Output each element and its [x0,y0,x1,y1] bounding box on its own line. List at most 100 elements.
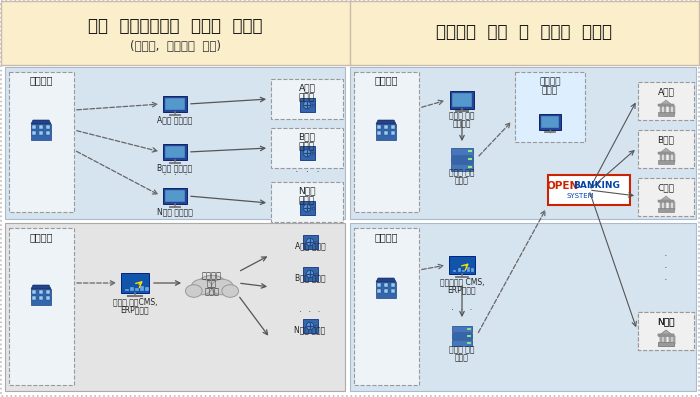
Bar [314,325,316,327]
Bar [658,200,673,202]
Bar [452,340,472,347]
Bar [39,296,43,299]
Bar [384,289,388,293]
Bar [664,154,666,162]
Bar [658,334,673,336]
Text: A은행: A은행 [657,87,674,96]
Bar [135,288,139,291]
Bar [271,128,343,168]
Bar [377,125,381,129]
Bar [302,267,318,281]
Text: 펌뱅킹: 펌뱅킹 [204,287,220,297]
Bar [163,188,187,204]
Polygon shape [658,196,673,202]
Bar [673,106,675,114]
Bar [31,124,51,140]
Bar [391,125,395,129]
Bar [314,241,316,243]
Text: ·
·
·: · · · [664,251,668,285]
Bar [660,154,662,162]
Bar [638,312,694,350]
Circle shape [303,101,311,109]
Bar [540,116,559,128]
Bar [350,223,696,391]
Text: ·  ·  ·: · · · [162,170,188,180]
Bar [673,154,675,162]
Text: N은행: N은행 [657,318,675,326]
Text: 시스템: 시스템 [299,94,315,102]
Text: N은행 시스템: N은행 시스템 [295,326,326,335]
Text: C은행: C은행 [657,183,675,193]
Text: N은행 기업뱅킹: N은행 기업뱅킹 [157,208,193,216]
Text: BANKING: BANKING [573,181,620,191]
Ellipse shape [186,285,202,297]
Bar [658,342,673,346]
Bar [660,336,662,344]
Bar [658,152,673,154]
Bar [271,182,343,222]
Bar [451,156,473,162]
Bar [658,342,673,346]
Circle shape [303,204,311,212]
Text: N은행: N은행 [657,318,675,326]
Bar [658,208,673,212]
Bar [668,336,671,344]
Bar [300,146,314,160]
Bar [471,268,474,272]
Circle shape [307,238,314,246]
Bar [673,336,675,344]
Bar [350,67,696,219]
Text: A은행: A은행 [299,83,316,93]
Text: 기업뱅킹: 기업뱅킹 [453,119,471,129]
Text: 현행  법인자금관리  서비스  구조도: 현행 법인자금관리 서비스 구조도 [88,17,262,35]
Bar [384,283,388,287]
Bar [668,202,671,210]
Bar [300,98,314,112]
Circle shape [307,270,314,278]
Polygon shape [31,120,51,124]
Bar [673,336,675,344]
Bar [451,148,473,154]
Text: A은행 시스템: A은행 시스템 [295,241,326,251]
Text: 시스템: 시스템 [455,177,469,185]
Polygon shape [658,330,673,336]
Bar [391,283,395,287]
Bar [376,282,396,298]
Bar [664,336,666,344]
Bar [312,207,314,209]
Bar [32,296,36,299]
Bar [121,273,149,293]
Bar [664,336,666,344]
Bar [384,125,388,129]
Bar [130,287,134,291]
Bar [302,235,318,249]
Bar [660,106,662,114]
Text: 법인고객: 법인고객 [29,75,52,85]
Bar [658,112,673,116]
Bar [31,289,51,305]
Text: SYSTEM: SYSTEM [566,193,594,199]
Bar [145,287,148,291]
Bar [39,125,43,129]
Bar [32,131,36,135]
Bar [658,160,673,164]
Circle shape [303,149,311,157]
Bar [660,336,662,344]
Bar [638,82,694,120]
Bar [5,67,345,219]
Text: 시스템: 시스템 [542,87,558,96]
Polygon shape [376,120,396,124]
Bar [539,114,561,130]
Text: 시스템: 시스템 [455,353,469,362]
Bar [377,289,381,293]
Text: 주거래 은행CMS,: 주거래 은행CMS, [113,297,158,306]
Bar [515,72,585,142]
Text: (펌뱅킹,  스크래핑  활용): (펌뱅킹, 스크래핑 활용) [130,39,220,52]
Bar [302,319,318,333]
Bar [449,91,475,108]
Bar [658,334,673,336]
Text: ERP시스템: ERP시스템 [120,306,149,314]
Bar [165,146,185,158]
Text: B은행: B은행 [299,133,316,141]
Text: A은행 기업뱅킹: A은행 기업뱅킹 [158,116,192,125]
